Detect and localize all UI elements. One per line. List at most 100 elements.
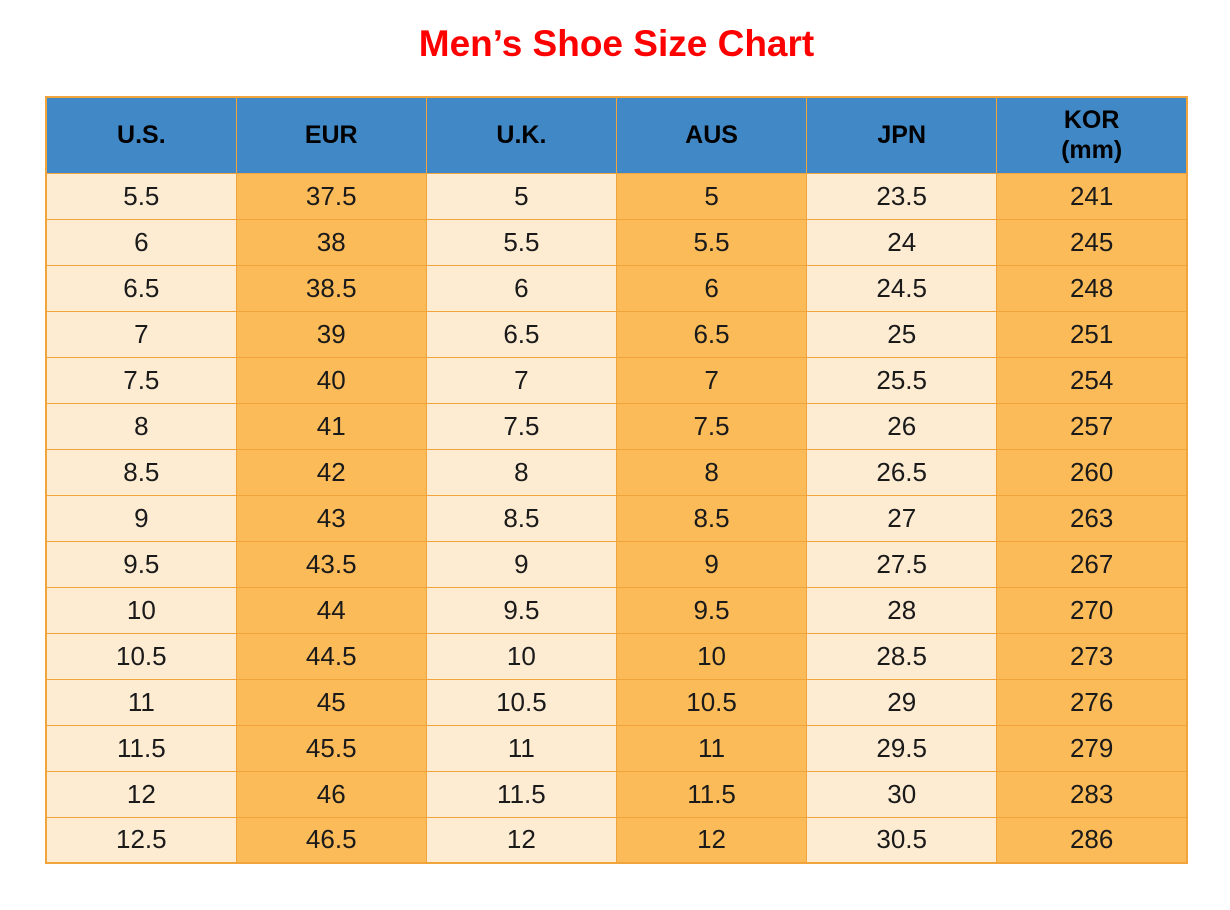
table-row: 11.5 45.5 11 11 29.5 279 [45,724,1188,772]
cell-eur: 41 [235,402,427,450]
cell-kor: 260 [996,448,1188,496]
cell-uk: 9 [425,540,617,588]
cell-aus: 11 [615,724,808,772]
shoe-size-table: U.S. EUR U.K. AUS JPN KOR (mm) 5.5 37.5 5 5 23.5 24… [45,96,1188,864]
cell-jpn: 25.5 [806,356,998,404]
cell-eur: 38.5 [235,264,427,312]
cell-aus: 7.5 [615,402,808,450]
cell-eur: 44 [235,586,427,634]
table-row: 8.5 42 8 8 26.5 260 [45,448,1188,496]
cell-us: 8 [45,402,237,450]
cell-us: 12 [45,770,237,818]
cell-us: 7.5 [45,356,237,404]
table-row: 9.5 43.5 9 9 27.5 267 [45,540,1188,588]
cell-us: 9.5 [45,540,237,588]
table-row: 10 44 9.5 9.5 28 270 [45,586,1188,634]
page-title: Men’s Shoe Size Chart [418,23,815,64]
cell-jpn: 26 [806,402,998,450]
cell-uk: 7 [425,356,617,404]
cell-uk: 8 [425,448,617,496]
cell-aus: 9 [615,540,808,588]
cell-us: 11 [45,678,237,726]
cell-uk: 9.5 [425,586,617,634]
column-header-label: JPN [877,121,927,150]
table-row: 6.5 38.5 6 6 24.5 248 [45,264,1188,312]
cell-kor: 286 [996,816,1188,864]
cell-jpn: 26.5 [806,448,998,496]
cell-kor: 270 [996,586,1188,634]
table-row: 10.5 44.5 10 10 28.5 273 [45,632,1188,680]
cell-jpn: 30 [806,770,998,818]
cell-eur: 38 [235,218,427,266]
cell-eur: 46.5 [235,816,427,864]
cell-kor: 248 [996,264,1188,312]
table-row: 12.5 46.5 12 12 30.5 286 [45,816,1188,864]
cell-uk: 6 [425,264,617,312]
column-header-jpn: JPN [806,96,998,174]
cell-uk: 8.5 [425,494,617,542]
cell-jpn: 27.5 [806,540,998,588]
cell-jpn: 27 [806,494,998,542]
table-row: 7.5 40 7 7 25.5 254 [45,356,1188,404]
cell-uk: 12 [425,816,617,864]
cell-uk: 5.5 [425,218,617,266]
cell-aus: 12 [615,816,808,864]
cell-uk: 10 [425,632,617,680]
cell-aus: 6 [615,264,808,312]
cell-kor: 254 [996,356,1188,404]
cell-kor: 263 [996,494,1188,542]
header-row: U.S. EUR U.K. AUS JPN KOR (mm) [45,96,1188,174]
cell-us: 10.5 [45,632,237,680]
cell-eur: 45.5 [235,724,427,772]
cell-aus: 5 [615,172,808,220]
cell-eur: 43.5 [235,540,427,588]
table-row: 6 38 5.5 5.5 24 245 [45,218,1188,266]
cell-kor: 279 [996,724,1188,772]
cell-us: 11.5 [45,724,237,772]
column-header-eur: EUR [235,96,427,174]
cell-aus: 8 [615,448,808,496]
cell-eur: 39 [235,310,427,358]
page: Men’s Shoe Size Chart U.S. EUR U.K. AUS JPN K… [45,0,1188,864]
column-header-label: (mm) [1061,136,1123,165]
column-header-aus: AUS [615,96,808,174]
cell-us: 10 [45,586,237,634]
table-row: 11 45 10.5 10.5 29 276 [45,678,1188,726]
cell-us: 8.5 [45,448,237,496]
cell-jpn: 24 [806,218,998,266]
cell-uk: 6.5 [425,310,617,358]
cell-uk: 5 [425,172,617,220]
cell-aus: 9.5 [615,586,808,634]
column-header-label: AUS [685,121,738,150]
column-header-kor: KOR (mm) [996,96,1188,174]
cell-eur: 40 [235,356,427,404]
column-header-uk: U.K. [425,96,617,174]
cell-jpn: 30.5 [806,816,998,864]
cell-jpn: 23.5 [806,172,998,220]
cell-kor: 241 [996,172,1188,220]
cell-aus: 6.5 [615,310,808,358]
cell-aus: 10.5 [615,678,808,726]
cell-eur: 44.5 [235,632,427,680]
cell-aus: 7 [615,356,808,404]
cell-kor: 283 [996,770,1188,818]
cell-kor: 276 [996,678,1188,726]
cell-jpn: 29.5 [806,724,998,772]
cell-kor: 251 [996,310,1188,358]
cell-eur: 37.5 [235,172,427,220]
cell-us: 12.5 [45,816,237,864]
column-header-label: EUR [304,121,358,150]
cell-us: 9 [45,494,237,542]
table-row: 8 41 7.5 7.5 26 257 [45,402,1188,450]
cell-jpn: 25 [806,310,998,358]
cell-us: 6.5 [45,264,237,312]
cell-kor: 273 [996,632,1188,680]
cell-aus: 8.5 [615,494,808,542]
table-body: 5.5 37.5 5 5 23.5 241 6 38 5.5 5.5 24 245 6.5 38.5 6 6 2… [45,172,1188,864]
table-row: 12 46 11.5 11.5 30 283 [45,770,1188,818]
cell-us: 7 [45,310,237,358]
cell-jpn: 24.5 [806,264,998,312]
cell-jpn: 28.5 [806,632,998,680]
cell-eur: 42 [235,448,427,496]
cell-jpn: 29 [806,678,998,726]
